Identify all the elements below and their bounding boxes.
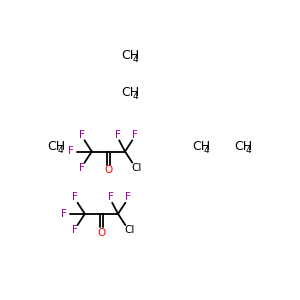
Text: 4: 4 xyxy=(203,146,209,155)
Text: Cl: Cl xyxy=(124,225,135,236)
Text: 4: 4 xyxy=(132,92,138,101)
Text: F: F xyxy=(72,225,77,236)
Text: F: F xyxy=(79,130,85,140)
Text: F: F xyxy=(79,163,85,173)
Text: Cl: Cl xyxy=(131,163,142,173)
Text: O: O xyxy=(97,228,106,238)
Text: 4: 4 xyxy=(245,146,251,155)
Text: 4: 4 xyxy=(132,55,138,64)
Text: CH: CH xyxy=(192,140,210,153)
Text: O: O xyxy=(104,165,112,176)
Text: F: F xyxy=(68,146,74,157)
Text: F: F xyxy=(72,192,77,203)
Text: CH: CH xyxy=(47,140,65,153)
Text: F: F xyxy=(132,130,138,140)
Text: CH: CH xyxy=(234,140,252,153)
Text: CH: CH xyxy=(121,86,139,99)
Text: F: F xyxy=(115,130,121,140)
Text: F: F xyxy=(61,209,67,219)
Text: F: F xyxy=(125,192,131,203)
Text: CH: CH xyxy=(121,49,139,62)
Text: F: F xyxy=(108,192,114,203)
Text: 4: 4 xyxy=(58,146,64,155)
